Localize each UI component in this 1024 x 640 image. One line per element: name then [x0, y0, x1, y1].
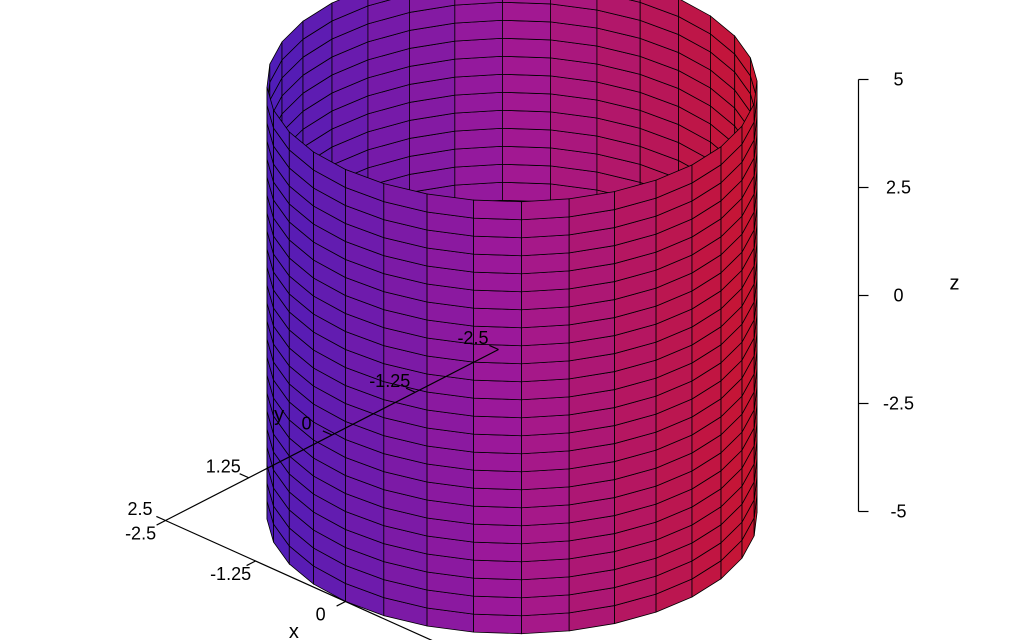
mesh-quad	[522, 433, 570, 454]
mesh-quad	[455, 110, 503, 131]
mesh-quad	[502, 128, 550, 148]
z-tick-label: 2.5	[886, 178, 911, 198]
mesh-quad	[474, 524, 522, 544]
mesh-quad	[522, 343, 570, 364]
mesh-quad	[474, 254, 522, 274]
mesh-quad	[522, 361, 570, 382]
mesh-quad	[522, 451, 570, 472]
mesh-quad	[474, 308, 522, 328]
mesh-quad	[502, 74, 550, 94]
y-tick-label: 0	[301, 414, 311, 434]
z-tick-label: -5	[890, 502, 906, 522]
mesh-quad	[455, 56, 503, 77]
x-tick-label: 0	[316, 604, 326, 624]
mesh-quad	[522, 577, 570, 598]
mesh-quad	[474, 200, 522, 220]
mesh-quad	[474, 452, 522, 472]
mesh-quad	[502, 110, 550, 130]
mesh-quad	[522, 487, 570, 508]
mesh-quad	[522, 307, 570, 328]
mesh-quad	[502, 92, 550, 112]
mesh-quad	[522, 415, 570, 436]
mesh-quad	[474, 362, 522, 382]
mesh-quad	[522, 235, 570, 256]
mesh-quad	[522, 523, 570, 544]
mesh-quad	[522, 199, 570, 220]
mesh-quad	[474, 488, 522, 508]
mesh-quad	[522, 505, 570, 526]
mesh-quad	[474, 416, 522, 436]
mesh-quad	[522, 613, 570, 634]
z-axis-label: z	[950, 273, 960, 295]
mesh-quad	[502, 146, 550, 166]
mesh-quad	[474, 218, 522, 238]
cylinder-surface	[267, 0, 757, 634]
y-axis-label: y	[274, 404, 284, 426]
mesh-quad	[474, 272, 522, 292]
mesh-quad	[502, 2, 550, 22]
x-tick-label: -1.25	[210, 564, 251, 584]
mesh-quad	[522, 289, 570, 310]
mesh-quad	[474, 290, 522, 310]
x-axis-label: x	[289, 621, 299, 640]
mesh-quad	[522, 559, 570, 580]
mesh-quad	[502, 164, 550, 184]
mesh-quad	[522, 397, 570, 418]
mesh-quad	[455, 92, 503, 113]
mesh-quad	[502, 20, 550, 40]
mesh-quad	[474, 506, 522, 526]
mesh-quad	[474, 380, 522, 400]
mesh-quad	[474, 434, 522, 454]
z-tick-label: -2.5	[883, 394, 914, 414]
mesh-quad	[474, 614, 522, 634]
mesh-quad	[474, 578, 522, 598]
mesh-quad	[522, 469, 570, 490]
mesh-quad	[502, 56, 550, 76]
mesh-quad	[455, 146, 503, 167]
mesh-quad	[455, 38, 503, 59]
y-tick-label: 2.5	[127, 499, 152, 519]
mesh-quad	[474, 470, 522, 490]
mesh-quad	[474, 596, 522, 616]
mesh-quad	[522, 595, 570, 616]
y-tick-label: -2.5	[457, 328, 488, 348]
mesh-quad	[522, 271, 570, 292]
mesh-quad	[522, 253, 570, 274]
mesh-quad	[522, 379, 570, 400]
mesh-quad	[522, 217, 570, 238]
mesh-quad	[474, 236, 522, 256]
mesh-quad	[455, 74, 503, 95]
mesh-quad	[455, 20, 503, 41]
mesh-quad	[474, 542, 522, 562]
y-tick-label: 1.25	[206, 456, 241, 476]
mesh-quad	[522, 541, 570, 562]
z-tick-label: 0	[893, 286, 903, 306]
z-tick-label: 5	[893, 70, 903, 90]
y-tick-label: -1.25	[369, 371, 410, 391]
mesh-quad	[502, 38, 550, 58]
mesh-quad	[455, 2, 503, 23]
mesh-quad	[455, 164, 503, 185]
cylinder-3d-plot: -2.5-1.2501.252.5x-2.5-1.2501.252.5y-5-2…	[0, 0, 1024, 640]
mesh-quad	[502, 182, 550, 202]
x-tick-label: -2.5	[125, 523, 156, 543]
mesh-quad	[474, 398, 522, 418]
mesh-quad	[522, 325, 570, 346]
mesh-quad	[474, 560, 522, 580]
mesh-quad	[455, 128, 503, 149]
